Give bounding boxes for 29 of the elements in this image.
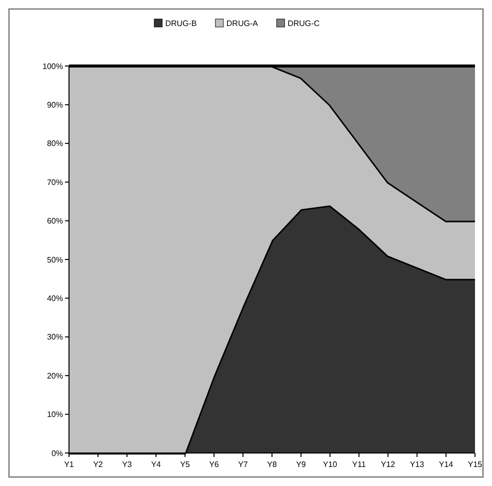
x-tick-label: Y1 (64, 460, 74, 469)
x-tick-label: Y2 (93, 460, 104, 469)
x-tick-label: Y6 (209, 460, 220, 469)
y-tick-label: 100% (42, 62, 63, 71)
x-tick-label: Y8 (267, 460, 278, 469)
x-tick-label: Y14 (438, 460, 454, 469)
y-tick-label: 10% (46, 410, 63, 420)
legend-label: DRUG-C (288, 19, 320, 28)
x-tick-label: Y3 (122, 460, 132, 469)
y-tick-label: 90% (46, 100, 63, 110)
y-tick-label: 0% (51, 448, 63, 458)
x-tick-label: Y5 (180, 460, 190, 469)
x-tick-label: Y15 (468, 460, 483, 469)
x-tick-label: Y4 (151, 460, 162, 469)
x-tick-label: Y9 (296, 460, 306, 469)
y-tick-label: 20% (46, 371, 63, 380)
y-tick-label: 50% (46, 255, 63, 264)
y-tick-label: 30% (46, 332, 63, 342)
legend-label: DRUG-B (165, 19, 197, 28)
legend-label: DRUG-A (226, 19, 259, 28)
x-tick-label: Y10 (322, 460, 338, 469)
x-tick-label: Y12 (380, 460, 396, 469)
x-tick-label: Y13 (410, 460, 425, 469)
y-tick-label: 60% (46, 216, 63, 226)
y-tick-label: 70% (46, 178, 63, 187)
y-tick-label: 40% (46, 294, 63, 303)
x-tick-label: Y11 (352, 460, 366, 469)
x-tick-label: Y7 (238, 460, 248, 469)
y-tick-label: 80% (46, 139, 63, 148)
